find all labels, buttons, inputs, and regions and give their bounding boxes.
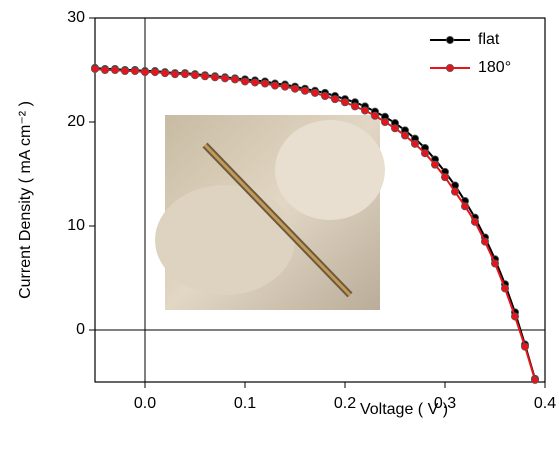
data-point — [350, 102, 359, 111]
data-point — [470, 217, 479, 226]
data-point — [130, 67, 139, 76]
data-point — [230, 75, 239, 84]
data-point — [521, 342, 530, 351]
data-point — [180, 70, 189, 79]
y-tick-label: 0 — [76, 321, 85, 338]
data-point — [531, 375, 540, 384]
data-point — [500, 284, 509, 293]
data-point — [490, 259, 499, 268]
inset-photo — [155, 115, 385, 310]
y-tick-label: 20 — [67, 113, 85, 130]
data-point — [91, 64, 100, 73]
data-point — [140, 68, 149, 77]
y-axis-label: Current Density ( mA cm⁻² ) — [17, 101, 34, 299]
data-point — [440, 173, 449, 182]
data-point — [380, 118, 389, 127]
data-point — [101, 66, 110, 75]
x-tick-label: 0.1 — [234, 395, 256, 412]
y-tick-label: 10 — [67, 217, 85, 234]
data-point — [150, 68, 159, 77]
data-point — [370, 111, 379, 120]
data-point — [340, 98, 349, 107]
data-point — [400, 131, 409, 140]
data-point — [330, 95, 339, 104]
data-point — [200, 72, 209, 81]
data-point — [250, 78, 259, 87]
data-point — [300, 86, 309, 95]
data-point — [260, 79, 269, 88]
data-point — [450, 187, 459, 196]
data-point — [390, 124, 399, 133]
data-point — [310, 88, 319, 97]
data-point — [410, 139, 419, 148]
y-tick-label: 30 — [67, 9, 85, 26]
data-point — [420, 149, 429, 158]
data-point — [190, 71, 199, 80]
x-axis-label: Voltage ( V ) — [360, 401, 448, 418]
x-tick-label: 0.3 — [434, 395, 456, 412]
data-point — [240, 77, 249, 86]
data-point — [320, 92, 329, 101]
data-point — [360, 106, 369, 115]
data-point — [510, 312, 519, 321]
x-tick-label: 0.4 — [534, 395, 556, 412]
data-point — [270, 81, 279, 90]
data-point — [111, 66, 120, 75]
data-point — [480, 237, 489, 246]
data-point — [280, 82, 289, 91]
x-tick-label: 0.2 — [334, 395, 356, 412]
data-point — [290, 84, 299, 93]
legend-marker — [445, 36, 454, 45]
data-point — [220, 74, 229, 83]
legend-label: flat — [478, 31, 500, 48]
data-point — [430, 160, 439, 169]
x-tick-label: 0.0 — [134, 395, 156, 412]
data-point — [170, 70, 179, 79]
data-point — [460, 202, 469, 211]
legend-label: 180° — [478, 59, 511, 76]
data-point — [210, 73, 219, 82]
data-point — [160, 69, 169, 78]
legend-marker — [445, 64, 454, 73]
data-point — [121, 67, 130, 76]
plot-frame — [94, 17, 546, 383]
